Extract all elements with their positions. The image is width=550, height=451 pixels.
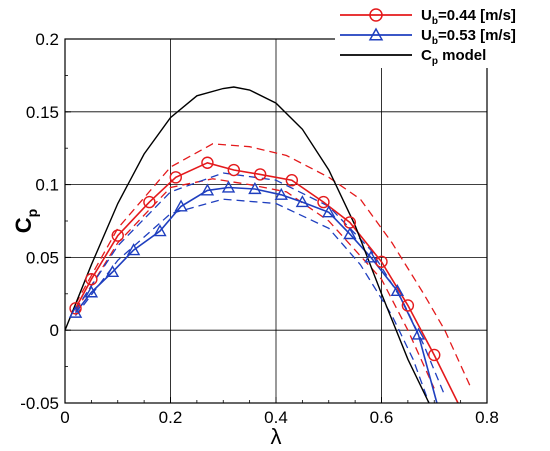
series-0-point <box>111 229 124 242</box>
legend-label-rest: =0.53 [m/s] <box>438 27 516 44</box>
series-1-point <box>174 199 188 212</box>
series-1-point <box>84 285 99 298</box>
legend-label-rest: =0.44 [m/s] <box>438 7 516 24</box>
legend-label-main: C <box>421 47 432 64</box>
series-0-point <box>169 171 182 184</box>
legend-marker-1 <box>368 27 384 41</box>
y-tick-label: 0 <box>50 321 59 340</box>
x-tick-label: 0.2 <box>159 408 183 427</box>
series-0-line <box>74 161 459 403</box>
x-tick-label: 0.4 <box>264 408 288 427</box>
legend-marker-0 <box>369 8 383 22</box>
series-0-point <box>85 273 98 286</box>
series-1-point <box>126 243 141 256</box>
legend-label-main: U <box>421 27 432 44</box>
series-1-line <box>74 186 438 403</box>
legend-label-sub: p <box>432 56 438 67</box>
y-tick-label: -0.05 <box>20 394 59 413</box>
series-1-point <box>200 183 215 196</box>
series-2-line <box>65 86 430 403</box>
legend-label-0: Ub=0.44 [m/s] <box>421 7 516 27</box>
grid <box>64 38 488 404</box>
series-0-point <box>428 348 441 362</box>
series-1-band-upper <box>74 172 446 396</box>
legend: Ub=0.44 [m/s]Ub=0.53 [m/s]Cp model <box>335 2 547 68</box>
series-0-point <box>285 174 299 187</box>
series-0-point <box>227 163 241 177</box>
series-1-point <box>364 250 378 263</box>
series-1-point <box>248 182 262 195</box>
series-0-point <box>253 168 267 181</box>
series-markers <box>68 156 441 362</box>
legend-label-rest: model <box>438 47 486 64</box>
y-tick-label: 0.05 <box>26 248 59 267</box>
series-0-band-lower <box>74 178 435 389</box>
series-1-point <box>274 187 288 200</box>
series-1-point <box>153 224 167 237</box>
y-axis-label: Cp <box>11 209 40 233</box>
legend-label-sub: b <box>432 36 438 47</box>
series-1-band-lower <box>74 198 430 403</box>
legend-label-main: U <box>421 7 432 24</box>
legend-label-1: Ub=0.53 [m/s] <box>421 27 516 47</box>
series-lines <box>65 86 459 403</box>
series-1-point <box>343 227 357 240</box>
series-1-point <box>390 283 405 296</box>
series-1-point <box>105 265 120 278</box>
series-0-point <box>401 299 415 312</box>
series-1-point <box>221 180 236 193</box>
series-0-point <box>143 195 156 209</box>
series-0-point <box>201 156 214 169</box>
legend-label-2: Cp model <box>421 47 486 67</box>
series-1-point <box>68 305 83 318</box>
y-tick-label: 0.1 <box>35 176 59 195</box>
x-tick-label: 0.6 <box>370 408 394 427</box>
series-0-band-upper <box>74 143 472 389</box>
y-axis-label-main: C <box>11 217 36 233</box>
y-tick-label: 0.15 <box>26 103 59 122</box>
series-1-point <box>411 327 426 340</box>
x-tick-label: 0.8 <box>475 408 499 427</box>
legend-label-sub: b <box>432 16 438 27</box>
uncertainty-bands <box>74 143 472 403</box>
y-tick-label: 0.2 <box>35 30 59 49</box>
y-axis-label-sub: p <box>24 209 40 218</box>
series-1-point <box>322 205 336 218</box>
series-0-point <box>317 195 330 209</box>
series-1-point <box>295 195 310 208</box>
x-axis-label: λ <box>271 424 282 449</box>
series-0-point <box>69 302 82 315</box>
x-tick-label: 0 <box>60 408 69 427</box>
